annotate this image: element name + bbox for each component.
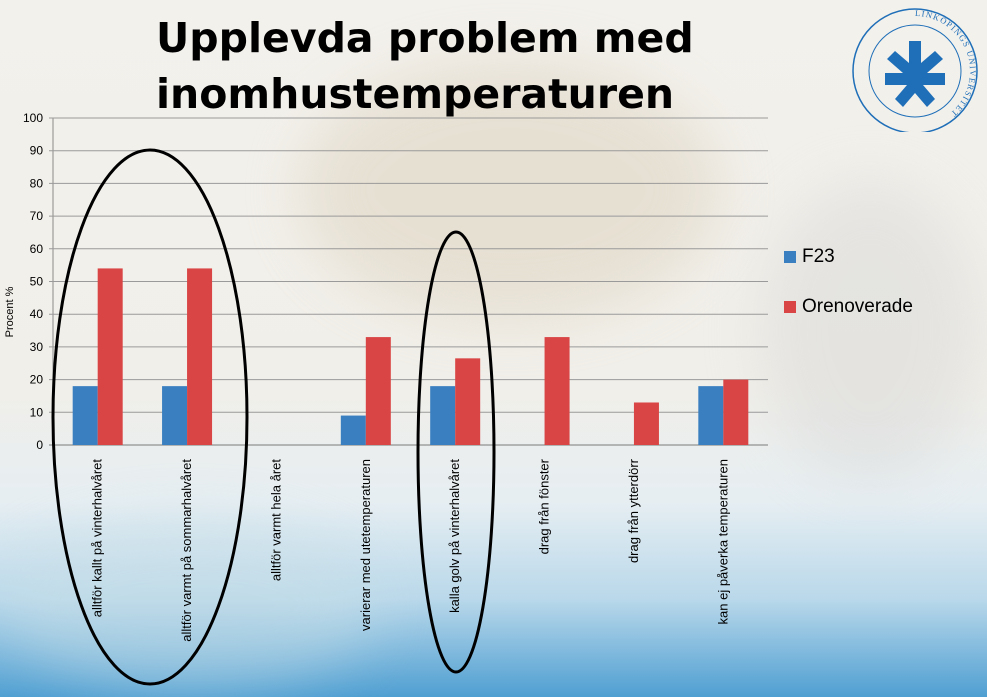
x-category-label: drag från fönster xyxy=(537,458,552,554)
bar-orenoverade xyxy=(723,379,749,445)
bar-orenoverade xyxy=(365,337,391,445)
x-category-label: kalla golv på vinterhalvåret xyxy=(447,459,462,613)
bar-f23 xyxy=(430,386,456,445)
legend-item-f23: F23 xyxy=(784,246,913,268)
y-axis-ticks: 0 10 20 30 40 50 60 70 80 90 100 xyxy=(23,111,43,452)
bar-orenoverade xyxy=(97,268,123,445)
y-tick-label: 30 xyxy=(30,340,44,354)
y-tick-label: 20 xyxy=(30,373,44,387)
y-tick-label: 70 xyxy=(30,209,44,223)
y-tick-label: 90 xyxy=(30,144,44,158)
y-tick-label: 80 xyxy=(30,176,44,190)
x-axis-categories: alltför kallt på vinterhalvåret alltför v… xyxy=(90,458,731,641)
x-category-label: varierar med utetemperaturen xyxy=(358,459,373,631)
x-category-label: drag från ytterdörr xyxy=(626,458,641,563)
x-category-label: alltför varmt på sommarhalvåret xyxy=(179,459,194,642)
bar-orenoverade xyxy=(633,402,659,445)
bar-f23 xyxy=(162,386,188,445)
y-tick-label: 60 xyxy=(30,242,44,256)
y-tick-label: 50 xyxy=(30,275,44,289)
legend-swatch-orenoverade xyxy=(784,301,796,313)
bar-f23 xyxy=(340,415,366,445)
legend-label-f23: F23 xyxy=(802,246,835,267)
bar-f23 xyxy=(72,386,98,445)
bar-orenoverade xyxy=(187,268,213,445)
annotation-ellipse xyxy=(51,148,249,686)
legend-label-orenoverade: Orenoverade xyxy=(802,296,913,317)
university-logo: LINKÖPINGS UNIVERSITET xyxy=(852,8,978,132)
bar-orenoverade xyxy=(455,358,481,445)
legend-swatch-f23 xyxy=(784,251,796,263)
y-tick-label: 10 xyxy=(30,405,44,419)
bar-orenoverade xyxy=(544,337,570,445)
x-category-label: alltför varmt hela året xyxy=(268,459,283,581)
y-tick-label: 0 xyxy=(36,438,43,452)
chart-bars xyxy=(72,268,749,445)
chart-legend: F23 Orenoverade xyxy=(784,246,913,346)
y-axis-label: Procent % xyxy=(4,286,16,337)
background-blur xyxy=(300,60,720,320)
x-category-label: alltför kallt på vinterhalvåret xyxy=(90,459,105,618)
bar-f23 xyxy=(698,386,724,445)
annotation-ellipse xyxy=(416,230,496,674)
chart-grid xyxy=(49,117,768,446)
chart-annotations xyxy=(51,148,496,686)
slide-title: Upplevda problem med inomhustemperaturen xyxy=(156,14,694,118)
y-tick-label: 40 xyxy=(30,307,44,321)
background-blur xyxy=(760,180,980,480)
legend-item-orenoverade: Orenoverade xyxy=(784,296,913,318)
x-category-label: kan ej påverka temperaturen xyxy=(715,459,730,624)
y-tick-label: 100 xyxy=(23,111,43,125)
